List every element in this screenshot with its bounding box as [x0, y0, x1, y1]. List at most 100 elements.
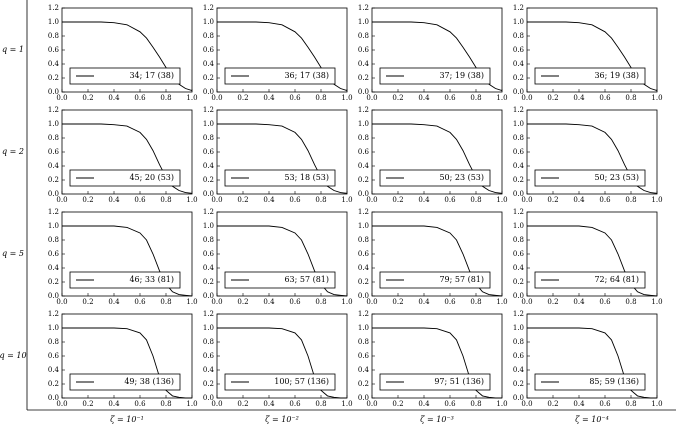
y-tick-label: 0.4 [513, 162, 525, 170]
y-tick-label: 1.2 [48, 4, 59, 12]
y-tick-label: 0.2 [48, 278, 59, 286]
legend-box [69, 67, 181, 85]
x-tick-label: 0.6 [289, 400, 301, 408]
x-tick-label: 0.8 [470, 196, 481, 204]
y-tick-label: 0.0 [203, 190, 214, 198]
line [527, 327, 657, 399]
y-tick-label: 0.6 [513, 250, 525, 258]
y-tick-label: 1.2 [513, 4, 524, 12]
y-tick-label: 0.8 [48, 134, 59, 142]
y-tick-label: 0.4 [513, 264, 525, 272]
y-tick-label: 0.8 [48, 338, 59, 346]
x-tick-label: 0.8 [315, 400, 326, 408]
y-tick-label: 0.4 [48, 162, 60, 170]
y-tick-label: 1.2 [48, 106, 59, 114]
x-tick-label: 0.4 [573, 94, 585, 102]
row-label: q = 10 [0, 351, 27, 360]
y-tick-label: 0.6 [48, 352, 60, 360]
y-tick-label: 1.0 [513, 120, 524, 128]
x-tick-label: 0.8 [625, 196, 636, 204]
x-tick-label: 1.0 [341, 298, 352, 306]
x-tick-label: 0.0 [366, 196, 377, 204]
x-tick-label: 0.0 [56, 298, 67, 306]
x-tick-label: 1.0 [186, 196, 197, 204]
line [527, 123, 658, 194]
y-tick-label: 0.6 [513, 46, 525, 54]
x-tick-label: 0.2 [237, 94, 248, 102]
y-tick-label: 0.8 [203, 32, 214, 40]
y-tick-label: 0.6 [203, 148, 215, 156]
y-tick-label: 1.0 [48, 222, 59, 230]
x-tick-label: 0.8 [625, 94, 636, 102]
y-tick-label: 0.8 [358, 134, 369, 142]
x-tick-label: 0.6 [444, 196, 456, 204]
x-tick-label: 0.4 [418, 298, 430, 306]
legend-box [534, 373, 646, 391]
x-tick-label: 0.6 [599, 196, 611, 204]
x-tick-label: 0.0 [521, 298, 532, 306]
y-tick-label: 0.4 [203, 366, 215, 374]
x-tick-label: 0.2 [82, 196, 93, 204]
legend-box [379, 373, 491, 391]
x-tick-label: 1.0 [651, 196, 662, 204]
y-tick-label: 0.6 [358, 148, 370, 156]
y-tick-label: 0.8 [358, 236, 369, 244]
x-tick-label: 0.4 [263, 196, 275, 204]
x-tick-label: 0.2 [82, 400, 93, 408]
x-tick-label: 0.4 [418, 94, 430, 102]
x-tick-label: 0.6 [134, 94, 146, 102]
y-tick-label: 1.0 [358, 120, 369, 128]
x-tick-label: 1.0 [341, 400, 352, 408]
y-tick-label: 1.0 [358, 222, 369, 230]
legend-label: 79; 57 (81) [439, 275, 484, 284]
x-tick-label: 0.4 [418, 196, 430, 204]
x-tick-label: 0.2 [392, 400, 403, 408]
legend-label: 63; 57 (81) [284, 275, 329, 284]
legend-label: 34; 17 (38) [129, 71, 174, 80]
y-tick-label: 0.4 [358, 60, 370, 68]
legend-label: 100; 57 (136) [274, 377, 329, 386]
y-tick-label: 0.4 [48, 264, 60, 272]
y-tick-label: 0.2 [203, 74, 214, 82]
x-tick-label: 0.8 [160, 400, 171, 408]
col-label: ζ = 10⁻³ [420, 415, 454, 424]
y-tick-label: 1.2 [513, 310, 524, 318]
x-tick-label: 0.0 [521, 400, 532, 408]
x-tick-label: 1.0 [341, 196, 352, 204]
y-tick-label: 0.6 [48, 250, 60, 258]
legend-label: 50; 23 (53) [439, 173, 484, 182]
y-tick-label: 0.0 [358, 292, 369, 300]
x-tick-label: 0.8 [160, 196, 171, 204]
x-tick-label: 0.0 [366, 94, 377, 102]
y-tick-label: 1.0 [203, 120, 214, 128]
legend-label: 85; 59 (136) [589, 377, 639, 386]
row-label: q = 2 [2, 147, 24, 156]
x-tick-label: 0.0 [56, 400, 67, 408]
y-tick-label: 0.8 [513, 236, 524, 244]
y-tick-label: 0.2 [203, 176, 214, 184]
x-tick-label: 0.2 [237, 298, 248, 306]
y-tick-label: 0.6 [203, 250, 215, 258]
x-tick-label: 0.8 [315, 196, 326, 204]
x-tick-label: 0.2 [547, 196, 558, 204]
x-tick-label: 1.0 [496, 196, 507, 204]
x-tick-label: 0.6 [134, 298, 146, 306]
y-tick-label: 0.0 [513, 88, 524, 96]
legend-box [224, 169, 336, 187]
x-tick-label: 0.2 [237, 196, 248, 204]
x-tick-label: 0.6 [444, 298, 456, 306]
y-tick-label: 0.8 [513, 32, 524, 40]
y-tick-label: 0.2 [203, 278, 214, 286]
x-tick-label: 0.8 [625, 400, 636, 408]
y-tick-label: 1.2 [203, 208, 214, 216]
x-tick-label: 0.2 [547, 400, 558, 408]
y-tick-label: 0.4 [358, 366, 370, 374]
y-tick-label: 0.8 [203, 134, 214, 142]
y-tick-label: 0.0 [48, 88, 59, 96]
x-tick-label: 0.6 [134, 196, 146, 204]
y-tick-label: 0.4 [48, 60, 60, 68]
y-tick-label: 0.6 [358, 46, 370, 54]
y-tick-label: 1.0 [203, 222, 214, 230]
y-tick-label: 0.6 [513, 352, 525, 360]
x-tick-label: 0.8 [315, 298, 326, 306]
